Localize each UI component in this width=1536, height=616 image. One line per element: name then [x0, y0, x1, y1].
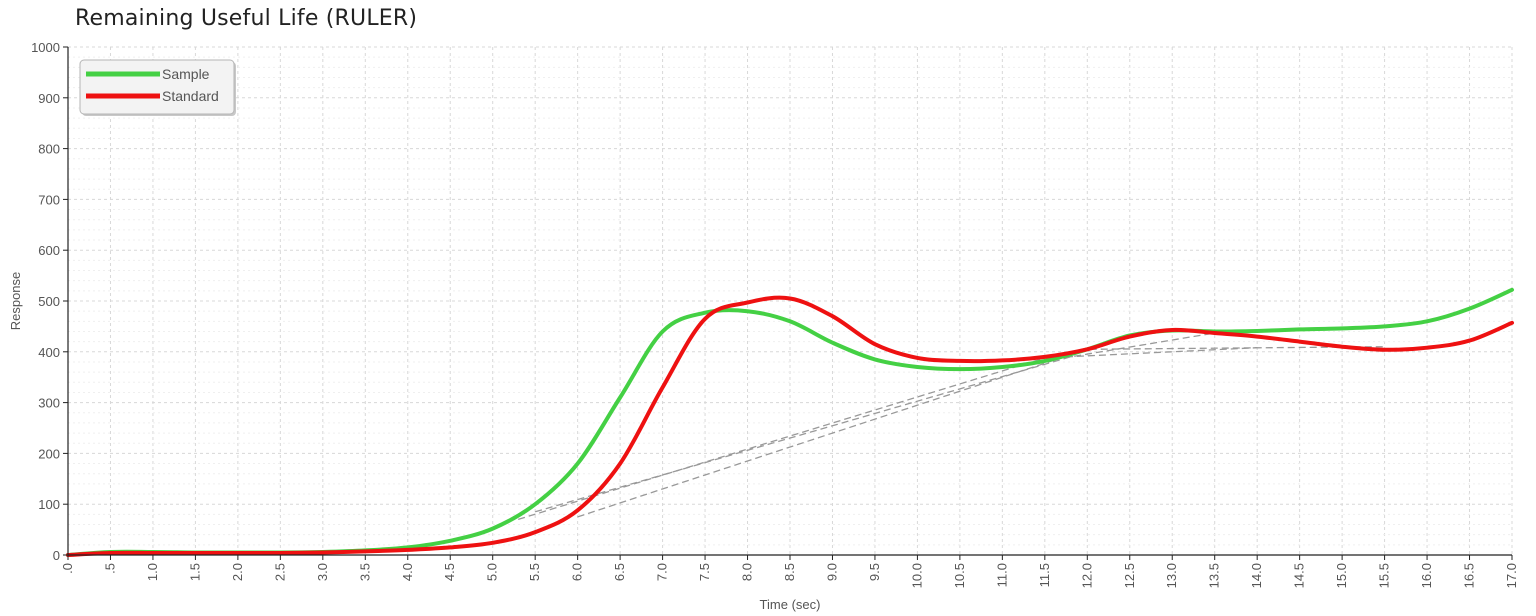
x-tick-label: 14.0 [1249, 563, 1264, 588]
x-tick-label: 13.0 [1164, 563, 1179, 588]
baseline-line [577, 346, 1385, 518]
y-tick-label: 300 [38, 396, 60, 411]
y-tick-label: 1000 [31, 40, 60, 55]
x-tick-label: 16.5 [1462, 563, 1477, 588]
legend-label-sample: Sample [162, 66, 210, 82]
x-tick-label: 5.0 [485, 563, 500, 581]
y-tick-labels: 0 100 200 300 400 500 600 700 800 900 1000 [31, 40, 68, 563]
x-tick-label: 9.0 [824, 563, 839, 581]
x-tick-label: 4.0 [400, 563, 415, 581]
x-tick-label: 7.5 [697, 563, 712, 581]
x-tick-label: 13.5 [1207, 563, 1222, 588]
x-tick-label: 12.0 [1079, 563, 1094, 588]
y-tick-label: 400 [38, 345, 60, 360]
x-tick-label: 11.5 [1037, 563, 1052, 587]
series-line-standard [66, 295, 1514, 557]
y-tick-label: 0 [53, 548, 60, 563]
y-tick-label: 800 [38, 142, 60, 157]
y-tick-label: 900 [38, 91, 60, 106]
x-tick-label: 8.5 [782, 563, 797, 581]
x-tick-label: .0 [60, 563, 75, 574]
x-tick-label: 15.0 [1334, 563, 1349, 588]
x-tick-label: 3.0 [315, 563, 330, 581]
x-tick-label: 15.5 [1377, 563, 1392, 588]
x-tick-label: 3.5 [357, 563, 372, 581]
x-tick-label: 4.5 [442, 563, 457, 581]
x-tick-label: 2.0 [230, 563, 245, 581]
x-tick-label: 14.5 [1292, 563, 1307, 588]
chart-title: Remaining Useful Life (RULER) [75, 6, 418, 31]
x-tick-label: 16.0 [1419, 563, 1434, 588]
y-tick-label: 500 [38, 294, 60, 309]
x-tick-label: 5.5 [527, 563, 542, 581]
legend-box [79, 59, 235, 115]
series-lines [66, 287, 1514, 557]
x-tick-label: 11.0 [994, 563, 1009, 587]
legend-label-standard: Standard [162, 88, 219, 104]
x-tick-label: 9.5 [867, 563, 882, 581]
x-tick-label: 17.0 [1504, 563, 1519, 588]
x-axis-label: Time (sec) [760, 597, 821, 612]
x-tick-label: 1.0 [145, 563, 160, 581]
x-tick-label: 12.5 [1122, 563, 1137, 588]
y-tick-label: 600 [38, 243, 60, 258]
x-tick-label: 10.0 [909, 563, 924, 588]
y-tick-label: 200 [38, 446, 60, 461]
y-tick-label: 700 [38, 192, 60, 207]
x-tick-label: 7.0 [655, 563, 670, 581]
x-tick-labels: .0 .5 1.0 1.5 2.0 2.5 3.0 3.5 4.0 4.5 5.0 5.5 6.0 6.5… [60, 555, 1519, 588]
x-tick-label: 10.5 [952, 563, 967, 588]
x-tick-label: 1.5 [187, 563, 202, 581]
x-tick-label: 8.0 [740, 563, 755, 581]
y-axis-label: Response [8, 272, 23, 331]
x-tick-label: 6.0 [570, 563, 585, 581]
grid-lines [67, 46, 1513, 556]
x-tick-label: 2.5 [272, 563, 287, 581]
legend: Sample Standard [79, 59, 236, 116]
y-tick-label: 100 [38, 497, 60, 512]
x-tick-label: 6.5 [612, 563, 627, 581]
x-tick-label: .5 [102, 563, 117, 574]
baseline-line [535, 332, 1215, 513]
